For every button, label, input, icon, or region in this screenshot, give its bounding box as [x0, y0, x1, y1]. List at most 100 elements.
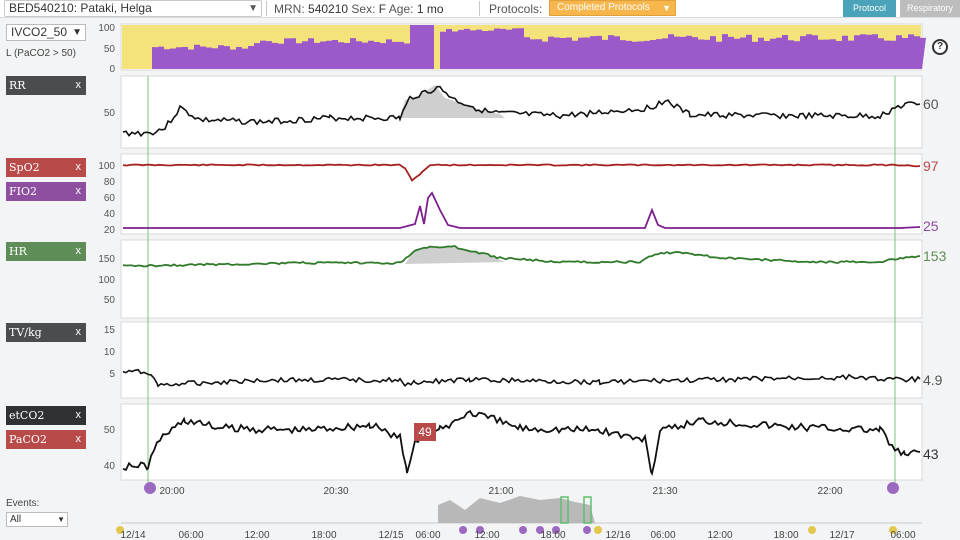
overview-axis-label: 06:00: [650, 530, 675, 540]
param-tag-tvkg[interactable]: TV/kg x: [6, 323, 86, 342]
overview-axis-label: 06:00: [890, 530, 915, 540]
overview-axis-label: 12/16: [605, 530, 630, 540]
overview-axis-label: 12/17: [829, 530, 854, 540]
indicator-select-value: IVCO2_50: [11, 25, 68, 39]
overview-axis-label: 12/15: [378, 530, 403, 540]
indicator-description: L (PaCO2 > 50): [6, 48, 76, 59]
mrn-label: MRN:: [274, 2, 305, 16]
tvkg-trend-line: [122, 368, 921, 388]
current-value-rr: 60: [923, 96, 939, 112]
param-label-hr: HR: [9, 245, 27, 258]
co2-trend-line: [122, 409, 921, 476]
close-icon[interactable]: x: [75, 79, 82, 91]
parameter-sidebar: IVCO2_50 ▼ L (PaCO2 > 50) RR x SpO2 x FI…: [0, 18, 120, 540]
time-axis-label: 21:30: [652, 486, 677, 497]
event-marker: [594, 526, 602, 534]
overview-axis-label: 12:00: [244, 530, 269, 540]
y-tick-spo2-fio2: 60: [104, 193, 116, 204]
sex-value: F: [378, 2, 387, 16]
mrn-value: 540210: [308, 2, 349, 16]
age-label: Age:: [388, 2, 414, 16]
patient-select[interactable]: BED540210: Pataki, Helga ▼: [4, 0, 262, 17]
time-axis-label: 21:00: [488, 486, 513, 497]
paco2-marker-value: 49: [418, 425, 432, 439]
current-value-spo2: 97: [923, 158, 939, 174]
current-value-fio2: 25: [923, 218, 939, 234]
current-value-tvkg: 4.9: [923, 372, 943, 388]
param-label-paco2: PaCO2: [9, 433, 47, 446]
param-tag-paco2[interactable]: PaCO2 x: [6, 430, 86, 449]
patient-select-value: BED540210: Pataki, Helga: [9, 1, 152, 15]
y-tick-spo2-fio2: 20: [104, 225, 116, 236]
param-tag-spo2[interactable]: SpO2 x: [6, 158, 86, 177]
event-marker: [476, 526, 484, 534]
hr-shade: [405, 246, 505, 264]
events-label: Events:: [6, 498, 40, 509]
time-axis-label: 22:00: [817, 486, 842, 497]
rr-trend-line: [122, 85, 921, 138]
overview-axis-label: 18:00: [311, 530, 336, 540]
fio2-trend-line: [123, 191, 921, 229]
time-axis-label: 20:30: [323, 486, 348, 497]
close-icon[interactable]: x: [75, 245, 82, 257]
close-icon[interactable]: x: [75, 409, 82, 421]
top-bar: BED540210: Pataki, Helga ▼ MRN: 540210 S…: [0, 0, 960, 18]
current-value-etco2: 43: [923, 446, 939, 462]
tab-protocol[interactable]: Protocol: [843, 0, 896, 17]
chevron-down-icon: ▼: [248, 3, 258, 14]
close-icon[interactable]: x: [75, 433, 82, 445]
close-icon[interactable]: x: [75, 185, 82, 197]
overview-window-start: [560, 496, 569, 524]
param-tag-hr[interactable]: HR x: [6, 242, 86, 261]
help-icon[interactable]: ?: [932, 39, 948, 55]
close-icon[interactable]: x: [75, 161, 82, 173]
y-tick-hr: 150: [98, 254, 115, 265]
y-tick-indicator: 0: [109, 64, 115, 75]
y-tick-indicator: 100: [98, 23, 115, 34]
event-marker: [519, 526, 527, 534]
param-label-fio2: FIO2: [9, 185, 37, 198]
indicator-high-area: [121, 25, 926, 69]
y-tick-hr: 50: [104, 295, 116, 306]
y-tick-spo2-fio2: 100: [98, 161, 115, 172]
protocols-label: Protocols:: [489, 2, 543, 16]
event-marker: [536, 526, 544, 534]
y-tick-tvkg: 5: [109, 369, 115, 380]
y-tick-indicator: 50: [104, 44, 116, 55]
param-tag-rr[interactable]: RR x: [6, 76, 86, 95]
rr-panel: [120, 75, 923, 149]
events-filter-select[interactable]: All ▼: [6, 512, 68, 527]
param-tag-fio2[interactable]: FIO2 x: [6, 182, 86, 201]
indicator-select[interactable]: IVCO2_50 ▼: [6, 24, 86, 41]
event-marker: [116, 526, 124, 534]
current-value-hr: 153: [923, 248, 947, 264]
chevron-down-icon: ▼: [72, 27, 82, 38]
overview-axis-label: 12:00: [474, 530, 499, 540]
y-tick-co2: 50: [104, 425, 116, 436]
range-start-handle: [144, 482, 156, 494]
close-icon[interactable]: x: [75, 326, 82, 338]
event-marker: [552, 526, 560, 534]
y-tick-hr: 100: [98, 275, 115, 286]
event-marker: [459, 526, 467, 534]
y-tick-spo2-fio2: 40: [104, 209, 116, 220]
protocols-dropdown[interactable]: Completed Protocols ▼: [549, 0, 676, 16]
overview-area: [438, 496, 595, 523]
y-tick-tvkg: 15: [104, 325, 116, 336]
spo2-trend-line: [122, 163, 921, 182]
param-label-rr: RR: [9, 79, 26, 92]
sex-label: Sex:: [351, 2, 376, 16]
events-filter-value: All: [10, 514, 22, 525]
tvkg-panel: [120, 321, 923, 399]
patient-demographics: MRN: 540210 Sex: F Age: 1 mo: [274, 2, 444, 16]
overview-axis-label: 06:00: [178, 530, 203, 540]
hr-panel: [120, 239, 923, 319]
spo2-fio2-panel: [120, 153, 923, 235]
event-marker: [889, 526, 897, 534]
tab-respiratory[interactable]: Respiratory: [900, 0, 960, 17]
param-label-tvkg: TV/kg: [9, 326, 42, 339]
y-tick-co2: 40: [104, 461, 116, 472]
divider: [479, 1, 480, 16]
time-axis-label: 20:00: [159, 486, 184, 497]
param-tag-etco2[interactable]: etCO2 x: [6, 406, 86, 425]
